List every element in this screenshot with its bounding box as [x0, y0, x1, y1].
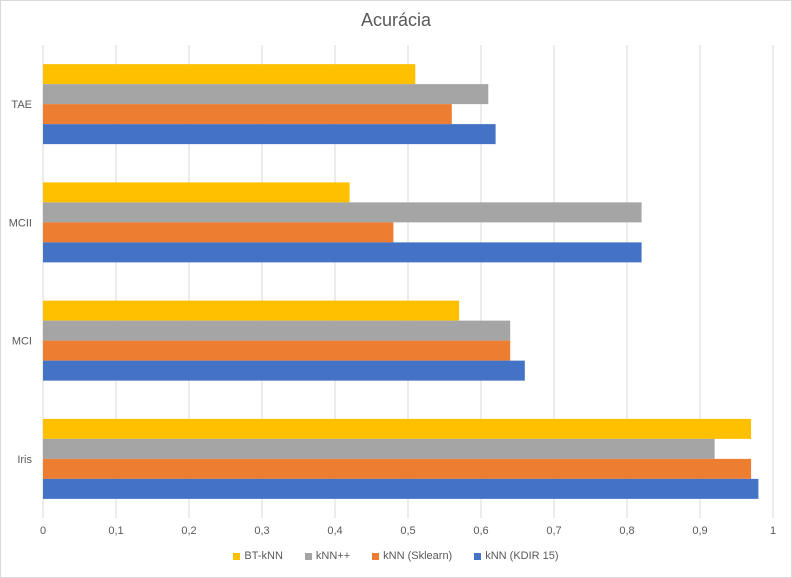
y-category-label: MCI [12, 336, 32, 348]
bar [43, 84, 489, 105]
bar [43, 242, 642, 263]
bar [43, 418, 752, 439]
bar [43, 320, 511, 341]
legend-swatch [372, 552, 380, 560]
legend-label: kNN (Sklearn) [383, 550, 453, 562]
bar [43, 300, 460, 321]
chart-title: Acurácia [360, 10, 432, 30]
x-tick-label: 0,2 [181, 525, 196, 537]
bar [43, 478, 759, 499]
legend-swatch [304, 552, 312, 560]
bar [43, 458, 752, 479]
bar [43, 104, 452, 125]
x-tick-label: 0,3 [254, 525, 269, 537]
bar [43, 124, 496, 145]
legend-label: kNN++ [315, 550, 351, 562]
bar [43, 182, 350, 203]
legend-item: kNN (Sklearn) [372, 550, 452, 562]
y-category-label: Iris [17, 454, 32, 466]
x-tick-label: 1 [770, 525, 776, 537]
bar [43, 438, 715, 459]
legend-label: kNN (KDIR 15) [485, 550, 559, 562]
x-tick-label: 0,7 [546, 525, 561, 537]
x-tick-label: 0,9 [692, 525, 707, 537]
y-category-label: MCII [9, 217, 32, 229]
x-tick-label: 0,1 [108, 525, 123, 537]
x-tick-label: 0,4 [327, 525, 342, 537]
x-tick-label: 0 [40, 525, 46, 537]
bar [43, 360, 525, 381]
legend-item: BT-kNN [233, 550, 283, 562]
y-category-label: TAE [11, 99, 32, 111]
x-tick-label: 0,6 [473, 525, 488, 537]
legend: BT-kNN kNN++ kNN (Sklearn) kNN (KDIR 15) [0, 550, 792, 562]
bar [43, 64, 416, 85]
legend-item: kNN++ [304, 550, 351, 562]
bar [43, 202, 642, 223]
legend-label: BT-kNN [244, 550, 283, 562]
x-tick-label: 0,5 [400, 525, 415, 537]
legend-swatch [233, 552, 241, 560]
x-tick-label: 0,8 [619, 525, 634, 537]
legend-swatch [474, 552, 482, 560]
bar [43, 222, 394, 243]
bar [43, 340, 511, 361]
legend-item: kNN (KDIR 15) [474, 550, 559, 562]
